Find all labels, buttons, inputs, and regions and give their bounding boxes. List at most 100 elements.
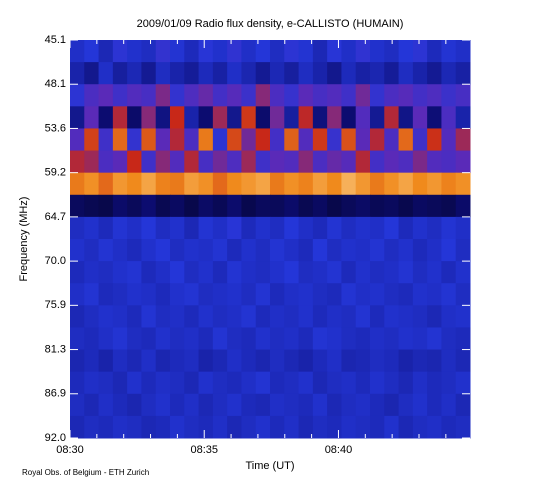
cell bbox=[255, 283, 271, 306]
cell bbox=[355, 261, 371, 284]
cell bbox=[398, 106, 414, 129]
y-tick-label: 59.2 bbox=[45, 167, 66, 179]
cell bbox=[184, 194, 200, 218]
cell bbox=[284, 62, 300, 85]
cell bbox=[341, 150, 357, 174]
cell bbox=[412, 216, 428, 240]
cell bbox=[198, 62, 214, 85]
cell bbox=[198, 393, 214, 417]
cell bbox=[70, 172, 85, 196]
cell bbox=[241, 84, 257, 107]
cell bbox=[155, 349, 171, 373]
cell bbox=[155, 239, 171, 262]
cell bbox=[112, 216, 128, 240]
cell bbox=[355, 216, 371, 240]
cell bbox=[312, 327, 328, 351]
x-axis-label: Time (UT) bbox=[245, 460, 294, 472]
cell bbox=[341, 305, 357, 328]
cell bbox=[455, 106, 471, 129]
cell bbox=[198, 128, 214, 152]
cell bbox=[455, 172, 471, 196]
cell bbox=[112, 239, 128, 262]
cell bbox=[455, 84, 471, 107]
cell bbox=[98, 194, 114, 218]
cell bbox=[155, 216, 171, 240]
cell bbox=[155, 150, 171, 174]
cell bbox=[441, 62, 457, 85]
cell bbox=[141, 393, 157, 417]
cell bbox=[412, 172, 428, 196]
cell bbox=[427, 40, 442, 63]
cell bbox=[298, 106, 314, 129]
cell bbox=[170, 349, 185, 373]
cell bbox=[141, 239, 157, 262]
cell bbox=[355, 62, 371, 85]
cell bbox=[355, 172, 371, 196]
cell bbox=[284, 327, 300, 351]
cell bbox=[341, 349, 357, 373]
cell bbox=[155, 40, 171, 63]
cell bbox=[427, 261, 442, 284]
cell bbox=[155, 84, 171, 107]
cell bbox=[341, 172, 357, 196]
cell bbox=[170, 128, 185, 152]
cell bbox=[455, 194, 471, 218]
cell bbox=[412, 128, 428, 152]
cell bbox=[312, 172, 328, 196]
cell bbox=[441, 283, 457, 306]
cell bbox=[455, 393, 471, 417]
cell bbox=[327, 172, 342, 196]
cell bbox=[312, 150, 328, 174]
cell bbox=[412, 62, 428, 85]
cell bbox=[298, 305, 314, 328]
cell bbox=[441, 393, 457, 417]
cell bbox=[141, 150, 157, 174]
cell bbox=[370, 349, 385, 373]
cell bbox=[455, 40, 471, 63]
cell bbox=[270, 393, 285, 417]
cell bbox=[255, 393, 271, 417]
cell bbox=[70, 239, 85, 262]
cell bbox=[155, 371, 171, 395]
cell bbox=[355, 327, 371, 351]
cell bbox=[255, 327, 271, 351]
cell bbox=[70, 84, 85, 107]
cell bbox=[312, 62, 328, 85]
cell bbox=[227, 172, 242, 196]
cell bbox=[255, 150, 271, 174]
cell bbox=[155, 261, 171, 284]
cell bbox=[184, 172, 200, 196]
cell bbox=[370, 128, 385, 152]
cell bbox=[241, 62, 257, 85]
cell bbox=[312, 261, 328, 284]
cell bbox=[284, 40, 300, 63]
cell bbox=[384, 283, 400, 306]
cell bbox=[98, 261, 114, 284]
y-tick-label: 81.3 bbox=[45, 343, 66, 355]
cell bbox=[412, 415, 428, 439]
cell bbox=[441, 327, 457, 351]
cell bbox=[327, 261, 342, 284]
cell bbox=[112, 106, 128, 129]
cell bbox=[84, 393, 100, 417]
cell bbox=[441, 239, 457, 262]
cell bbox=[212, 371, 228, 395]
cell bbox=[155, 305, 171, 328]
cell bbox=[255, 172, 271, 196]
cell bbox=[198, 305, 214, 328]
cell bbox=[127, 283, 142, 306]
cell bbox=[327, 327, 342, 351]
cell bbox=[70, 283, 85, 306]
cell bbox=[141, 128, 157, 152]
cell bbox=[127, 128, 142, 152]
cell bbox=[227, 150, 242, 174]
cell bbox=[241, 393, 257, 417]
cell bbox=[227, 393, 242, 417]
cell bbox=[112, 327, 128, 351]
cell bbox=[227, 415, 242, 439]
cell bbox=[341, 216, 357, 240]
cell bbox=[455, 150, 471, 174]
cell bbox=[227, 261, 242, 284]
cell bbox=[184, 84, 200, 107]
cell bbox=[370, 62, 385, 85]
